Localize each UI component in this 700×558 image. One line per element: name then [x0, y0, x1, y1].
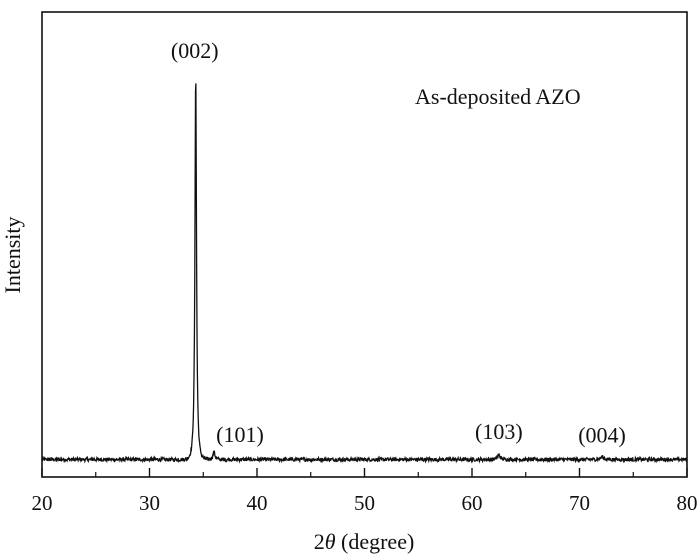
- sample-annotation: As-deposited AZO: [415, 84, 581, 109]
- peak-label: (004): [578, 423, 626, 448]
- x-tick-label: 70: [569, 491, 590, 515]
- peak-label: (101): [216, 422, 264, 447]
- xrd-pattern-line: [41, 83, 688, 464]
- y-axis-title: Intensity: [0, 217, 25, 294]
- x-tick-label: 30: [139, 491, 160, 515]
- peak-labels: (002) (101) (103) (004): [171, 38, 626, 448]
- x-tick-label: 80: [677, 491, 698, 515]
- x-tick-label: 20: [32, 491, 53, 515]
- x-axis-title: 2θ (degree): [314, 529, 415, 554]
- plot-frame: [41, 11, 688, 478]
- x-tick-labels: 20 30 40 50 60 70 80: [32, 491, 698, 515]
- x-axis-title-suffix: (degree): [336, 529, 415, 554]
- x-tick-label: 60: [462, 491, 483, 515]
- x-tick-label: 40: [247, 491, 268, 515]
- peak-label: (002): [171, 38, 219, 63]
- x-tick-label: 50: [354, 491, 375, 515]
- x-ticks: [41, 468, 688, 477]
- x-axis-title-symbol: θ: [325, 529, 336, 554]
- peak-label: (103): [475, 419, 523, 444]
- x-axis-title-prefix: 2: [314, 529, 325, 554]
